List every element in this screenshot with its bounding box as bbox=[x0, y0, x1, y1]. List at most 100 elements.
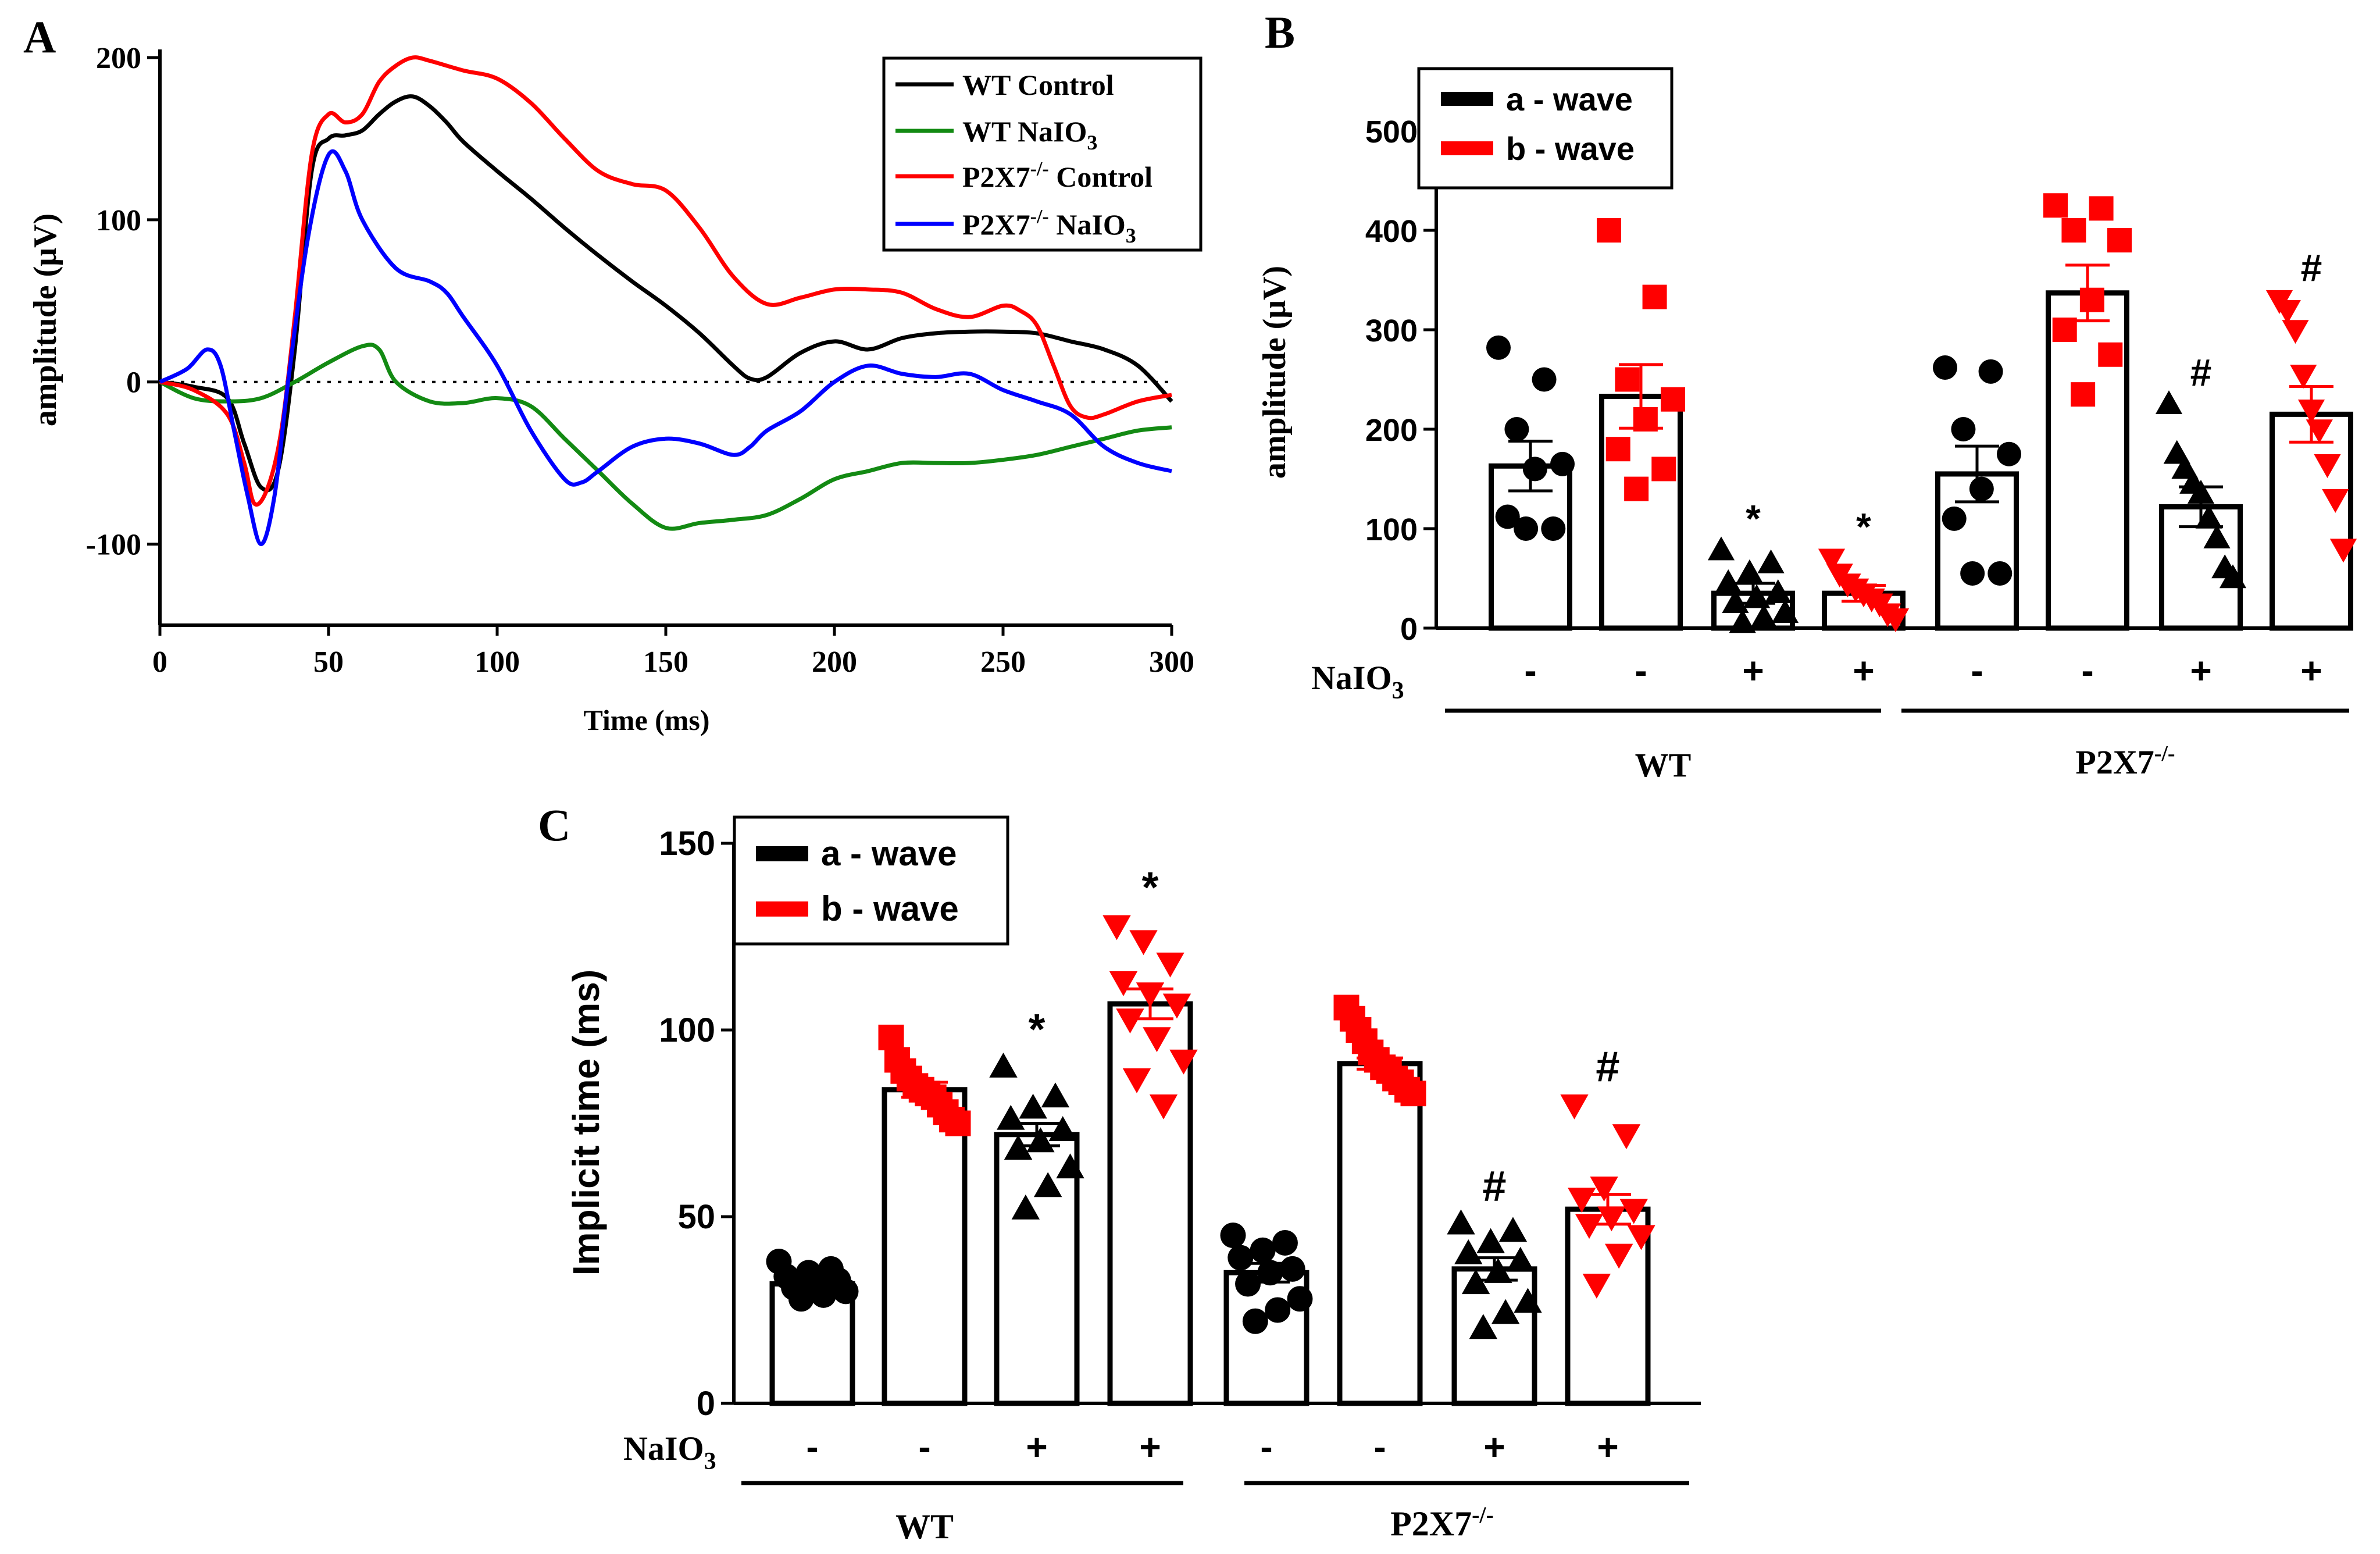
data-point-p2x7-b-wave-ctrl bbox=[2089, 196, 2114, 221]
data-point-wt-a-wave-naio3 bbox=[1004, 1135, 1033, 1160]
naio3-sign-p2x7-b-wave-ctrl: - bbox=[2081, 650, 2093, 692]
x-tick-label-200: 200 bbox=[812, 646, 857, 679]
data-point-p2x7-b-wave-ctrl bbox=[2052, 318, 2077, 342]
data-point-p2x7-a-wave-ctrl bbox=[1997, 441, 2021, 466]
legend-swatch-a-wave bbox=[1441, 92, 1493, 106]
data-point-wt-a-wave-naio3 bbox=[1736, 559, 1763, 583]
data-point-p2x7-a-wave-naio3 bbox=[2155, 390, 2183, 415]
legend-swatch-a-wave bbox=[756, 846, 808, 861]
y-tick-label-0: 0 bbox=[1400, 612, 1418, 647]
panel-b-bar-chart: 0 100 200 300 400 500 * * # # - - + + - - + + amplitude… bbox=[1257, 67, 2357, 784]
data-point-wt-a-wave-ctrl bbox=[1550, 451, 1575, 476]
data-point-wt-b-wave-ctrl bbox=[945, 1110, 971, 1136]
data-point-p2x7-a-wave-ctrl bbox=[1250, 1237, 1276, 1263]
data-point-p2x7-a-wave-ctrl bbox=[1265, 1297, 1291, 1323]
data-point-wt-b-wave-ctrl bbox=[1651, 457, 1676, 482]
panel-label-a: A bbox=[23, 12, 56, 62]
data-point-wt-b-wave-naio3 bbox=[1882, 608, 1910, 633]
data-point-wt-a-wave-naio3 bbox=[1722, 589, 1749, 614]
data-point-p2x7-a-wave-naio3 bbox=[1447, 1209, 1475, 1235]
naio3-sign-p2x7-b-wave-ctrl: - bbox=[1373, 1426, 1386, 1468]
naio3-sign-p2x7-a-wave-ctrl: - bbox=[1971, 650, 1983, 692]
significance-mark-p2x7-b-wave-naio3: # bbox=[2301, 247, 2322, 290]
data-point-p2x7-a-wave-ctrl bbox=[1951, 417, 1976, 441]
data-point-p2x7-b-wave-naio3 bbox=[1627, 1225, 1655, 1250]
y-tick-label-400: 400 bbox=[1365, 214, 1418, 249]
data-point-wt-a-wave-ctrl bbox=[1532, 367, 1557, 392]
naio3-sign-p2x7-a-wave-ctrl: - bbox=[1260, 1426, 1272, 1468]
data-point-p2x7-a-wave-naio3 bbox=[1476, 1228, 1505, 1253]
x-tick-label-50: 50 bbox=[313, 646, 344, 679]
naio3-sign-wt-b-wave-naio3: + bbox=[1139, 1426, 1161, 1468]
x-tick-label-300: 300 bbox=[1149, 646, 1194, 679]
data-point-p2x7-a-wave-naio3 bbox=[2187, 480, 2215, 504]
data-point-wt-a-wave-naio3 bbox=[1011, 1194, 1040, 1220]
panel-c-legend-b-wave: b - wave bbox=[821, 889, 959, 928]
panel-b-y-axis-label: amplitude (μV) bbox=[1257, 266, 1293, 479]
naio3-sign-wt-a-wave-naio3: + bbox=[1026, 1426, 1047, 1468]
x-tick-label-250: 250 bbox=[980, 646, 1026, 679]
bar-wt-b-wave-ctrl bbox=[882, 1087, 968, 1406]
data-point-p2x7-a-wave-naio3 bbox=[1461, 1269, 1490, 1295]
panel-a-x-axis-label: Time (ms) bbox=[583, 704, 709, 736]
data-point-p2x7-b-wave-ctrl bbox=[2079, 287, 2104, 312]
data-point-wt-a-wave-naio3 bbox=[1056, 1153, 1084, 1179]
data-point-p2x7-b-wave-naio3 bbox=[1560, 1094, 1589, 1120]
panel-b-group-label-wt: WT bbox=[1635, 746, 1692, 784]
data-point-p2x7-b-wave-naio3 bbox=[1575, 1214, 1604, 1239]
y-tick-label-50: 50 bbox=[677, 1198, 715, 1236]
data-point-p2x7-b-wave-naio3 bbox=[1612, 1124, 1641, 1150]
bar-p2x7-b-wave-naio3 bbox=[2270, 411, 2353, 631]
data-point-wt-a-wave-naio3 bbox=[1019, 1093, 1047, 1119]
data-point-p2x7-a-wave-naio3 bbox=[2203, 524, 2231, 548]
data-point-p2x7-a-wave-ctrl bbox=[1933, 355, 1957, 380]
data-point-p2x7-a-wave-ctrl bbox=[1228, 1245, 1254, 1271]
panel-label-c: C bbox=[538, 800, 570, 850]
data-point-wt-a-wave-ctrl bbox=[1486, 335, 1511, 360]
data-point-wt-b-wave-ctrl bbox=[1597, 218, 1621, 243]
data-point-wt-a-wave-naio3 bbox=[1033, 1172, 1062, 1197]
panel-a-legend: WT Control WT NaIO3 P2X7-/- Control P2X7… bbox=[882, 56, 1203, 252]
y-tick-label-500: 500 bbox=[1365, 115, 1418, 149]
data-point-p2x7-a-wave-ctrl bbox=[1988, 561, 2013, 586]
significance-mark-wt-a-wave-naio3: * bbox=[1746, 497, 1761, 540]
data-point-wt-a-wave-ctrl bbox=[1504, 417, 1529, 441]
panel-b-legend-a-wave: a - wave bbox=[1506, 81, 1633, 117]
data-point-p2x7-b-wave-ctrl bbox=[2107, 228, 2132, 253]
bar-wt-a-wave-naio3 bbox=[994, 1132, 1080, 1406]
data-point-wt-a-wave-naio3 bbox=[1729, 609, 1756, 633]
data-point-wt-a-wave-naio3 bbox=[1707, 536, 1735, 561]
panel-c-y-axis-label: Implicit time (ms) bbox=[565, 970, 607, 1275]
data-point-p2x7-a-wave-ctrl bbox=[1969, 476, 1994, 501]
data-point-p2x7-b-wave-ctrl bbox=[2061, 218, 2086, 243]
panel-b-group-label-p2x7: P2X7-/- bbox=[2075, 742, 2175, 781]
legend-label-p2x7-control: P2X7-/- Control bbox=[962, 158, 1152, 193]
data-point-wt-a-wave-ctrl bbox=[1495, 504, 1520, 529]
data-point-wt-a-wave-naio3 bbox=[997, 1104, 1025, 1130]
data-point-wt-a-wave-naio3 bbox=[1750, 604, 1778, 628]
data-point-wt-a-wave-ctrl bbox=[1514, 516, 1539, 541]
panel-label-b: B bbox=[1265, 7, 1295, 58]
naio3-sign-wt-a-wave-ctrl: - bbox=[806, 1426, 818, 1468]
panel-c-bar-chart: 0 50 100 150 * * # # - - + + - - + + Implicit time (m… bbox=[565, 815, 1701, 1546]
x-tick-label-0: 0 bbox=[152, 646, 167, 679]
bar-p2x7-b-wave-ctrl bbox=[1337, 1061, 1423, 1406]
data-point-wt-a-wave-naio3 bbox=[1771, 599, 1799, 623]
bar-wt-b-wave-naio3 bbox=[1107, 1001, 1193, 1406]
naio3-sign-wt-a-wave-naio3: + bbox=[1742, 650, 1764, 692]
y-tick-label-0: 0 bbox=[126, 366, 141, 400]
data-point-p2x7-a-wave-naio3 bbox=[1506, 1246, 1535, 1272]
data-point-p2x7-b-wave-naio3 bbox=[2322, 489, 2349, 513]
data-point-wt-b-wave-naio3 bbox=[1116, 1008, 1144, 1034]
naio3-sign-p2x7-a-wave-naio3: + bbox=[2190, 650, 2211, 692]
data-point-wt-a-wave-naio3 bbox=[1715, 569, 1742, 593]
series-line-wt-control bbox=[159, 94, 1173, 493]
data-point-p2x7-a-wave-naio3 bbox=[1484, 1258, 1512, 1283]
naio3-sign-p2x7-b-wave-naio3: + bbox=[2300, 650, 2322, 692]
legend-label-wt-control: WT Control bbox=[962, 69, 1114, 101]
data-point-p2x7-b-wave-ctrl bbox=[2043, 193, 2068, 218]
data-point-p2x7-b-wave-ctrl bbox=[2098, 342, 2123, 367]
data-point-p2x7-b-wave-naio3 bbox=[2314, 454, 2341, 478]
data-point-wt-b-wave-ctrl bbox=[1605, 437, 1630, 462]
y-tick-label-150: 150 bbox=[659, 825, 715, 862]
